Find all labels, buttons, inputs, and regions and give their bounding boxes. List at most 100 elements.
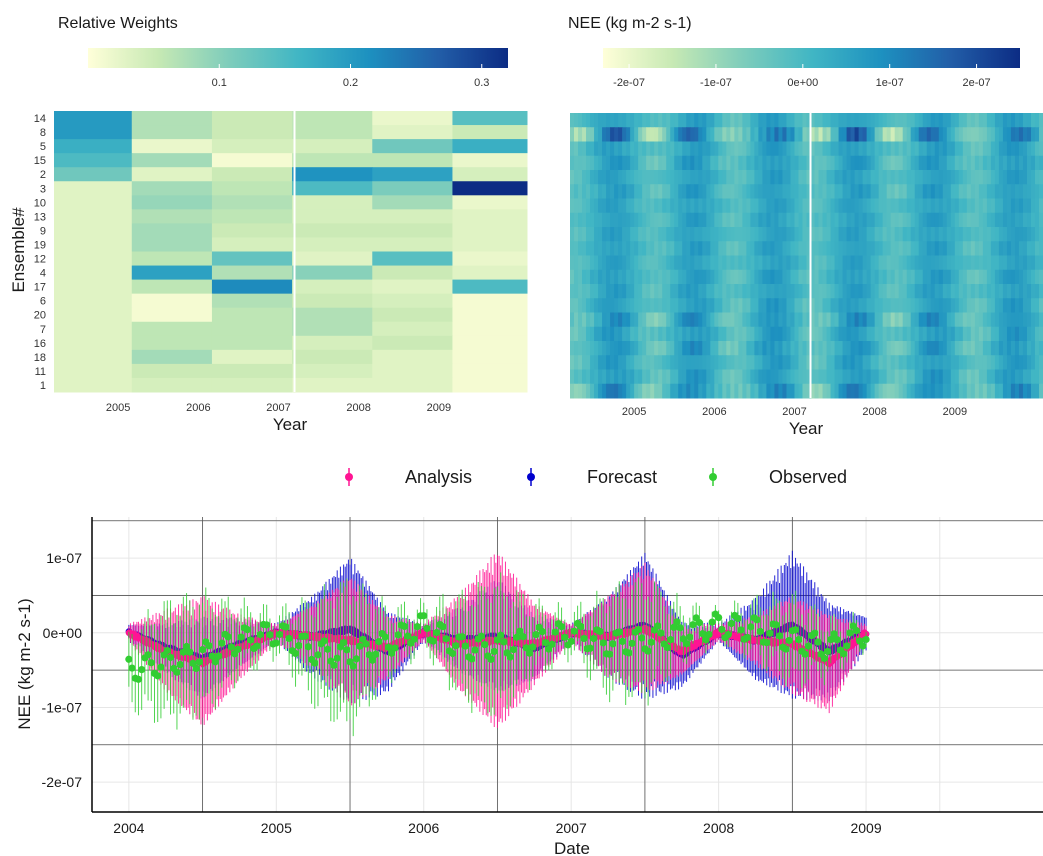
- nee-cell: [646, 255, 651, 271]
- nee-cell: [914, 113, 920, 128]
- nee-cell: [594, 170, 599, 185]
- nee-cell: [682, 255, 687, 271]
- nee-cell: [942, 241, 948, 256]
- nee-cell: [734, 198, 739, 214]
- nee-cell: [822, 227, 828, 242]
- nee-cell: [906, 355, 912, 370]
- nee-cell: [602, 383, 607, 399]
- nee-cell: [702, 184, 707, 199]
- nee-cell: [958, 341, 964, 356]
- nee-cell: [586, 284, 591, 299]
- nee-cell: [958, 155, 964, 171]
- nee-cell: [650, 269, 655, 285]
- nee-cell: [1010, 355, 1016, 370]
- nee-cell: [658, 170, 663, 185]
- nee-cell: [906, 326, 912, 342]
- legend-label: Observed: [769, 467, 847, 487]
- nee-cell: [574, 227, 579, 242]
- nee-cell: [890, 383, 896, 399]
- nee-cell: [962, 141, 968, 157]
- nee-cell: [930, 326, 936, 342]
- nee-cell: [846, 255, 852, 271]
- nee-cell: [846, 284, 852, 299]
- nee-cell: [634, 241, 639, 256]
- nee-cell: [634, 155, 639, 171]
- nee-cell: [782, 255, 788, 271]
- nee-cell: [770, 298, 776, 313]
- nee-cell: [594, 113, 599, 128]
- nee-cell: [570, 383, 575, 399]
- data-point: [477, 632, 486, 640]
- nee-cell: [602, 184, 607, 199]
- nee-cell: [742, 155, 747, 171]
- nee-cell: [622, 255, 627, 271]
- nee-cell: [574, 355, 579, 370]
- nee-cell: [754, 312, 759, 328]
- nee-cell: [902, 113, 908, 128]
- nee-cell: [610, 326, 615, 342]
- nee-cell: [814, 212, 820, 228]
- data-point: [509, 646, 518, 654]
- nee-cell: [770, 383, 776, 399]
- nee-cell: [958, 141, 964, 157]
- nee-cell: [758, 383, 764, 399]
- nee-cell: [706, 326, 711, 342]
- nee-cell: [934, 212, 940, 228]
- nee-cell: [942, 269, 948, 285]
- nee-cell: [590, 355, 595, 370]
- nee-cell: [906, 383, 912, 399]
- nee-cell: [670, 113, 675, 128]
- nee-cell: [658, 127, 663, 142]
- nee-cell: [934, 298, 940, 313]
- nee-cell: [942, 212, 948, 228]
- nee-cell: [598, 312, 603, 328]
- nee-cell: [578, 326, 583, 342]
- nee-cell: [922, 269, 928, 285]
- nee-cell: [694, 113, 699, 128]
- nee-cell: [682, 227, 687, 242]
- nee-cell: [850, 212, 856, 228]
- data-point: [843, 642, 851, 650]
- nee-cell: [642, 255, 647, 271]
- nee-cell: [650, 155, 655, 171]
- nee-cell: [754, 298, 759, 313]
- nee-cell: [750, 241, 755, 256]
- nee-cell: [942, 284, 948, 299]
- nee-cell: [634, 326, 639, 342]
- nee-cell: [698, 255, 703, 271]
- nee-cell: [822, 184, 828, 199]
- nee-cell: [1034, 383, 1040, 399]
- nee-cell: [838, 184, 844, 199]
- data-point: [862, 635, 870, 644]
- nee-cell: [878, 341, 884, 356]
- nee-cell: [818, 227, 824, 242]
- nee-cell: [582, 312, 587, 328]
- nee-cell: [906, 155, 912, 171]
- nee-cell: [978, 369, 984, 385]
- nee-cell: [958, 298, 964, 313]
- nee-cell: [830, 227, 836, 242]
- nee-cell: [990, 341, 996, 356]
- nee-cell: [818, 269, 824, 285]
- nee-cell: [1022, 155, 1028, 171]
- nee-cell: [846, 212, 852, 228]
- nee-cell: [922, 141, 928, 157]
- nee-cell: [786, 369, 792, 385]
- nee-cell: [794, 141, 800, 157]
- data-point: [756, 627, 764, 636]
- nee-cell: [706, 269, 711, 285]
- nee-cell: [794, 113, 800, 128]
- nee-cell: [630, 227, 635, 242]
- nee-cell: [806, 127, 812, 142]
- nee-cell: [1002, 227, 1008, 242]
- nee-cell: [890, 326, 896, 342]
- nee-cell: [826, 212, 832, 228]
- nee-cell: [610, 284, 615, 299]
- weights-cell: [211, 293, 293, 309]
- nee-cell: [606, 170, 611, 185]
- nee-cell: [1022, 269, 1028, 285]
- nee-cell: [646, 284, 651, 299]
- nee-cell: [838, 369, 844, 385]
- nee-cell: [950, 298, 956, 313]
- weights-cell: [211, 307, 293, 323]
